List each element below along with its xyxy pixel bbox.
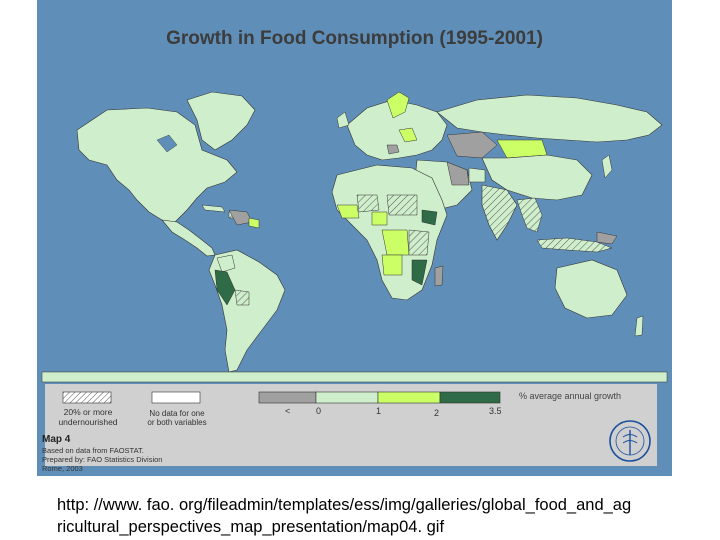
greenland bbox=[186, 91, 256, 151]
papua bbox=[596, 231, 618, 245]
sahel-west bbox=[336, 204, 360, 219]
scale-swatch-2-3.5 bbox=[439, 391, 501, 404]
north-america bbox=[76, 107, 238, 223]
australia bbox=[554, 259, 628, 319]
guyana bbox=[248, 217, 260, 229]
scale-tick-3.5: 3.5 bbox=[489, 406, 502, 416]
source-line-1: Based on data from FAOSTAT. bbox=[42, 446, 144, 455]
kazakhstan bbox=[446, 131, 498, 159]
scale-swatch-1-2 bbox=[377, 391, 441, 404]
scandinavia bbox=[386, 91, 410, 119]
fao-logo bbox=[609, 420, 651, 462]
mali bbox=[356, 194, 380, 213]
balkans bbox=[386, 144, 400, 155]
antarctica bbox=[41, 371, 668, 383]
canada-lake bbox=[156, 134, 178, 153]
angola bbox=[381, 254, 403, 276]
no-data-label: No data for one or both variables bbox=[147, 409, 207, 427]
central-africa bbox=[381, 229, 410, 256]
undernourished-swatch bbox=[62, 391, 112, 404]
india bbox=[481, 184, 518, 241]
ethiopia bbox=[421, 209, 438, 226]
russia bbox=[436, 94, 663, 143]
chad-sudan bbox=[386, 194, 418, 216]
scale-tick-2: 2 bbox=[434, 408, 440, 418]
scale-title: % average annual growth bbox=[519, 391, 622, 401]
source-url-caption: http: //www. fao. org/fileadmin/template… bbox=[57, 494, 697, 538]
eastern-europe bbox=[398, 127, 418, 143]
colombia bbox=[216, 254, 236, 273]
scale-swatch-low bbox=[258, 391, 317, 404]
uk bbox=[336, 111, 350, 129]
indonesia bbox=[536, 237, 613, 253]
map-number: Map 4 bbox=[42, 434, 71, 445]
central-america bbox=[161, 219, 216, 257]
world-map bbox=[41, 91, 668, 466]
undernourished-label: 20% or more undernourished bbox=[58, 407, 118, 427]
china bbox=[481, 154, 593, 201]
source-line-3: Rome, 2003 bbox=[42, 464, 83, 473]
caption-line-1: http: //www. fao. org/fileadmin/template… bbox=[57, 496, 632, 514]
south-america bbox=[208, 249, 286, 373]
southeast-asia bbox=[516, 197, 543, 233]
mozambique bbox=[411, 259, 428, 286]
scale-swatch-0-1 bbox=[315, 391, 379, 404]
map-title: Growth in Food Consumption (1995-2001) bbox=[166, 28, 543, 49]
no-data-swatch bbox=[151, 391, 201, 404]
madagascar bbox=[434, 265, 444, 287]
map-panel: Growth in Food Consumption (1995-2001) 2… bbox=[37, 0, 672, 476]
source-line-2: Prepared by: FAO Statistics Division bbox=[42, 455, 163, 464]
new-zealand bbox=[634, 315, 644, 337]
caption-line-2: ricultural_perspectives_map_presentation… bbox=[57, 518, 445, 536]
japan bbox=[601, 154, 613, 179]
east-africa bbox=[408, 229, 430, 256]
scale-tick-1: 1 bbox=[376, 406, 382, 416]
afghanistan bbox=[468, 167, 486, 183]
cuba bbox=[201, 204, 226, 213]
bolivia bbox=[234, 289, 250, 306]
peru bbox=[214, 269, 236, 306]
scale-tick-0: 0 bbox=[316, 406, 322, 416]
iran bbox=[446, 161, 470, 186]
nigeria bbox=[371, 211, 388, 226]
scale-tick-less: < bbox=[285, 406, 291, 416]
